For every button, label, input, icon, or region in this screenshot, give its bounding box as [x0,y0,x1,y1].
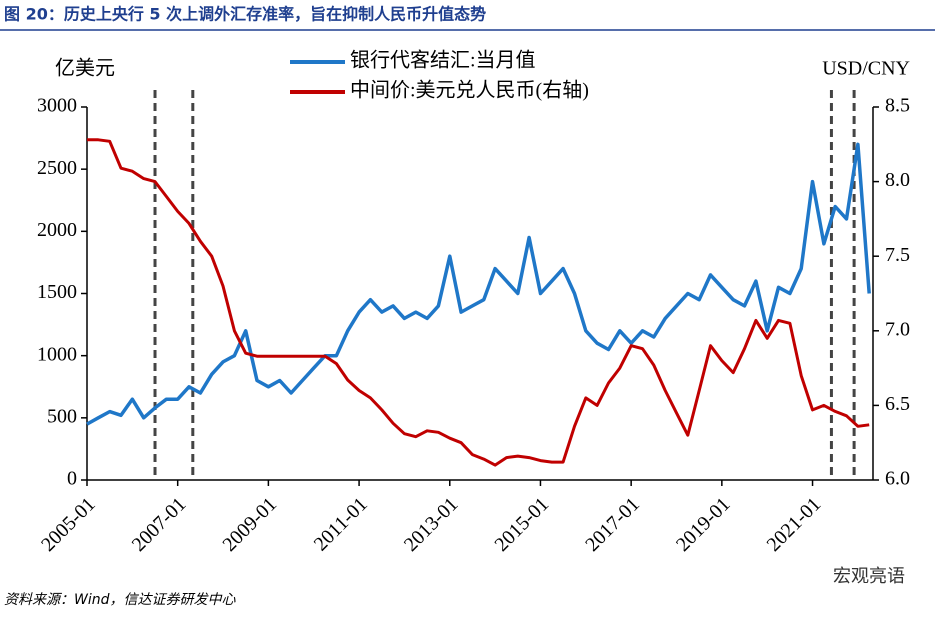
x-tick-label: 2017-01 [581,493,644,556]
x-tick-label: 2005-01 [37,493,100,556]
y-tick-label: 2500 [37,157,77,179]
legend-label: 银行代客结汇:当月值 [350,49,536,72]
watermark: 宏观亮语 [833,566,905,587]
x-tick-label: 2007-01 [128,493,191,556]
y-tick-label: 1000 [37,343,77,365]
x-tick-label: 2013-01 [400,493,463,556]
y2-tick-label: 8.5 [885,95,910,117]
y2-tick-label: 7.0 [885,318,910,340]
x-tick-label: 2021-01 [763,493,826,556]
series-line [87,138,870,467]
y2-tick-label: 7.5 [885,244,910,266]
y2-tick-label: 6.0 [885,468,910,490]
y-axis-label: 亿美元 [55,57,115,80]
x-tick-label: 2015-01 [491,493,554,556]
y-tick-label: 0 [67,468,77,490]
x-tick-label: 2009-01 [218,493,281,556]
y2-tick-label: 8.0 [885,169,910,191]
source-note: 资料来源：Wind，信达证券研发中心 [4,592,236,608]
y-tick-label: 3000 [37,95,77,117]
legend-label: 中间价:美元兑人民币(右轴) [350,79,589,102]
x-tick-label: 2011-01 [310,493,372,555]
chart-title: 图 20：历史上央行 5 次上调外汇存准率，旨在抑制人民币升值态势 [4,5,486,24]
x-tick-label: 2019-01 [672,493,735,556]
y-tick-label: 2000 [37,219,77,241]
y-tick-label: 500 [47,405,77,427]
y2-axis-label: USD/CNY [822,58,910,80]
y2-tick-label: 6.5 [885,393,910,415]
series-line [86,142,871,426]
y-tick-label: 1500 [37,281,77,303]
